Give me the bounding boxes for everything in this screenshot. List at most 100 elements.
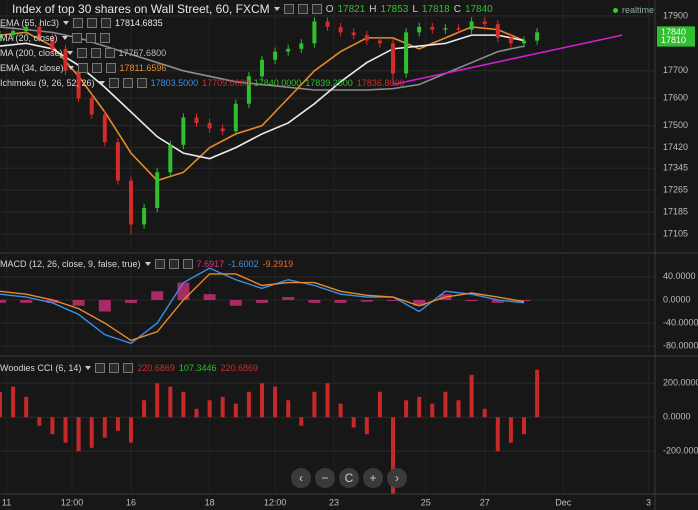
cci-bar bbox=[377, 391, 382, 418]
cci-bar bbox=[338, 403, 343, 418]
zoom-control[interactable]: C bbox=[339, 468, 359, 488]
candle-body bbox=[482, 21, 487, 25]
cci-bar bbox=[142, 400, 147, 418]
x-tick-label: 12:00 bbox=[264, 497, 287, 507]
cci-bar bbox=[102, 417, 107, 438]
study-value: 17803.5000 bbox=[150, 78, 199, 88]
dropdown bbox=[144, 262, 151, 266]
cci-bar bbox=[207, 400, 212, 418]
histogram-bar bbox=[282, 297, 295, 300]
chart-title[interactable]: Index of top 30 shares on Wall Street, 6… bbox=[12, 2, 270, 16]
study-name[interactable]: MACD (12, 26, close, 9, false, true) bbox=[0, 259, 141, 269]
candle-body bbox=[207, 122, 212, 129]
ohlc-name: C bbox=[453, 3, 461, 15]
dropdown bbox=[98, 81, 105, 85]
study-icon bbox=[85, 33, 96, 43]
study-name[interactable]: Woodies CCI (6, 14) bbox=[0, 363, 82, 373]
histogram-bar bbox=[413, 299, 426, 306]
cci-bar bbox=[220, 396, 225, 418]
study-name[interactable]: MA (20, close) bbox=[0, 33, 58, 43]
study-icon bbox=[90, 48, 101, 58]
study-value: -1.6002 bbox=[228, 259, 259, 269]
candle-body bbox=[168, 144, 173, 173]
cci-bar bbox=[63, 417, 68, 443]
x-tick-label: 23 bbox=[329, 497, 339, 507]
cci-bar bbox=[89, 417, 94, 448]
candle-body bbox=[286, 48, 291, 52]
histogram-bar bbox=[72, 299, 85, 306]
ohlc-value: 17818 bbox=[421, 3, 450, 15]
candle-body bbox=[325, 21, 330, 27]
cci-bar bbox=[24, 396, 29, 418]
study-icon bbox=[77, 63, 88, 73]
cci-bar bbox=[495, 417, 500, 452]
ohlc-value: 17821 bbox=[337, 3, 366, 15]
price-tag bbox=[657, 34, 695, 47]
candle-body bbox=[102, 114, 107, 143]
study-legend: MA (20, close) bbox=[0, 33, 110, 43]
candle-body bbox=[76, 70, 81, 99]
y-tick-label: 17185 bbox=[663, 207, 688, 217]
study-icon bbox=[104, 48, 115, 58]
candle-body bbox=[11, 31, 16, 36]
candle-body bbox=[142, 208, 147, 225]
study-value: 17839.2500 bbox=[305, 78, 353, 88]
cci-bar bbox=[417, 396, 422, 418]
study-legend: EMA (55, hlc3) 17814.6835 bbox=[0, 18, 163, 28]
cci-bar bbox=[535, 369, 540, 418]
zoom-control[interactable]: − bbox=[315, 468, 335, 488]
dropdown bbox=[273, 7, 280, 11]
study-legend: EMA (34, close) 17811.6596 bbox=[0, 63, 166, 73]
y-tick-label: 0.0000 bbox=[663, 412, 691, 422]
study-icon bbox=[168, 259, 179, 269]
histogram-bar bbox=[203, 294, 216, 300]
study-name[interactable]: MA (200, close) bbox=[0, 48, 63, 58]
study-icon bbox=[71, 33, 82, 43]
cci-bar bbox=[76, 417, 81, 452]
study-icon bbox=[122, 78, 133, 88]
histogram-bar bbox=[491, 299, 504, 303]
ohlc-value: 17840 bbox=[464, 3, 493, 15]
study-icon bbox=[109, 363, 120, 373]
candle-body bbox=[417, 26, 422, 33]
candle-body bbox=[391, 43, 395, 74]
study-icon bbox=[76, 48, 87, 58]
y-tick-label: 40.0000 bbox=[663, 271, 696, 281]
dropdown bbox=[66, 51, 73, 55]
candle-body bbox=[469, 21, 474, 30]
study-icon bbox=[311, 4, 322, 14]
candle-body bbox=[535, 32, 540, 41]
study-legend: Ichimoku (9, 26, 52, 26) 17803.5000 17709.… bbox=[0, 78, 404, 88]
ohlc-name: L bbox=[412, 3, 418, 15]
zoom-control[interactable]: ‹ bbox=[291, 468, 311, 488]
cci-bar bbox=[299, 417, 304, 426]
histogram-bar bbox=[334, 299, 347, 303]
study-name[interactable]: EMA (34, close) bbox=[0, 63, 64, 73]
cci-bar bbox=[430, 403, 435, 418]
candle-body bbox=[233, 103, 238, 132]
histogram-bar bbox=[0, 299, 6, 303]
study-icon bbox=[95, 363, 106, 373]
histogram-bar bbox=[151, 291, 164, 300]
study-value: 17811.6596 bbox=[119, 63, 167, 73]
x-tick-label: 11 bbox=[2, 497, 11, 507]
cci-bar bbox=[37, 417, 42, 426]
candle-body bbox=[351, 32, 356, 36]
cci-bar bbox=[168, 386, 173, 418]
study-name[interactable]: Ichimoku (9, 26, 52, 26) bbox=[0, 78, 95, 88]
histogram-bar bbox=[360, 299, 373, 302]
candle-body bbox=[522, 40, 526, 44]
candle-body bbox=[24, 26, 29, 32]
candle-body bbox=[220, 128, 225, 132]
price-tag-label: 17840 bbox=[661, 27, 686, 37]
candle-body bbox=[364, 35, 369, 41]
study-name[interactable]: EMA (55, hlc3) bbox=[0, 18, 60, 28]
zoom-control[interactable]: › bbox=[387, 468, 407, 488]
candle-body bbox=[456, 28, 461, 30]
study-value: 7.6917 bbox=[196, 259, 225, 269]
study-value: -9.2919 bbox=[262, 259, 294, 269]
histogram-bar bbox=[229, 299, 242, 306]
study-value: 220.6869 bbox=[137, 363, 175, 373]
dropdown bbox=[61, 36, 68, 40]
zoom-control[interactable]: + bbox=[363, 468, 383, 488]
